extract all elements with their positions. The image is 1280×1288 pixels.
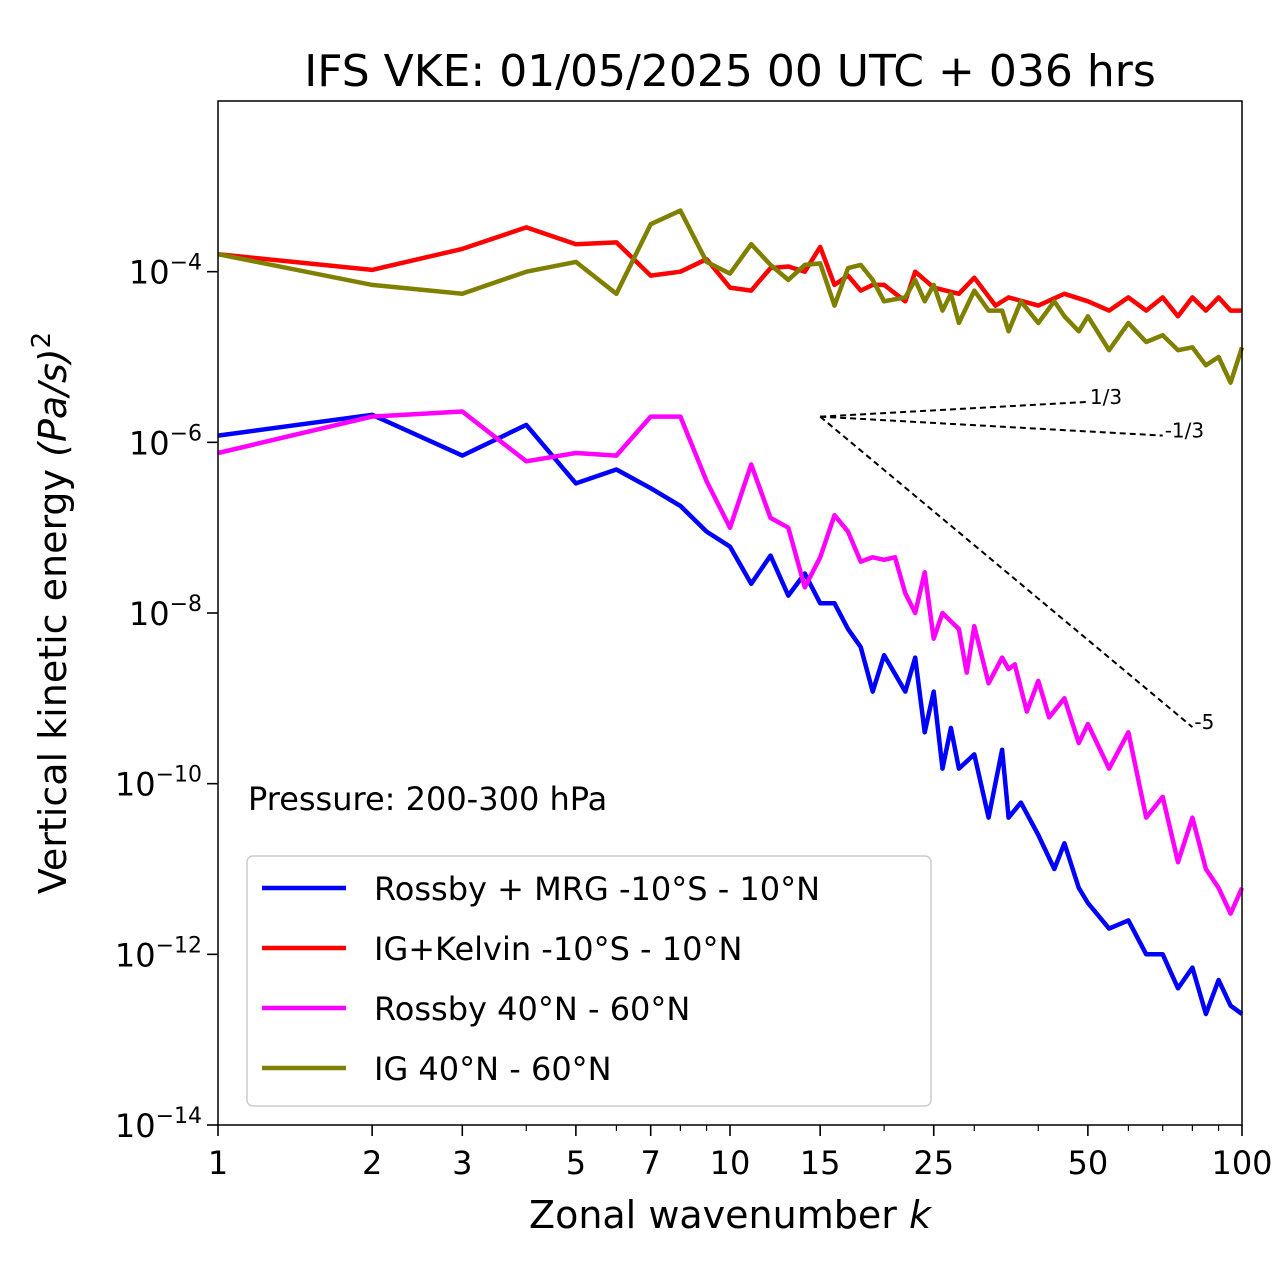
y-axis-label-exp: 2 [27,332,57,349]
reference-slope-layer: 1/3 -1/3 -5 [819,385,1214,734]
x-axis-label-var: k [909,1193,933,1237]
legend-items: Rossby + MRG -10°S - 10°N IG+Kelvin -10°S… [262,870,820,1088]
x-tick-label: 3 [452,1144,472,1182]
y-tick-label: 10−6 [129,421,202,462]
x-axis-label-text: Zonal wavenumber [529,1193,897,1237]
x-axis-ticks: 1 2 3 5 7 10 15 25 50 100 [208,1125,1273,1182]
y-tick-label: 10−10 [115,763,202,804]
reference-slope-1-3 [820,400,1088,418]
series-line-ig-40-n-60-n [217,208,1245,385]
series-line-ig-kelvin-10-s-10-n [217,225,1242,319]
legend-label: IG 40°N - 60°N [374,1050,612,1088]
pressure-annotation: Pressure: 200-300 hPa [248,780,607,818]
x-tick-label: 100 [1211,1144,1272,1182]
x-tick-label: 50 [1068,1144,1109,1182]
y-tick-label: 10−8 [129,592,202,633]
legend-label: IG+Kelvin -10°S - 10°N [374,930,742,968]
legend: Rossby + MRG -10°S - 10°N IG+Kelvin -10°S… [246,855,932,1107]
legend-frame [246,855,932,1107]
reference-slope-label: 1/3 [1090,385,1122,409]
reference-slope-1-3 [820,415,1163,437]
x-tick-label: 25 [913,1144,954,1182]
reference-slope-label: -1/3 [1165,419,1204,443]
y-axis-ticks: 10−4 10−6 10−8 10−10 10−12 10−14 [115,251,218,1145]
x-tick-label: 2 [362,1144,382,1182]
y-tick-label: 10−4 [129,251,202,292]
reference-slope-5 [819,415,1194,728]
chart-title: IFS VKE: 01/05/2025 00 UTC + 036 hrs [304,46,1156,97]
y-axis-label-units: (Pa/s) [31,348,75,456]
legend-label: Rossby + MRG -10°S - 10°N [374,870,820,908]
y-axis-label: Vertical kinetic energy (Pa/s)2 [27,332,75,894]
legend-label: Rossby 40°N - 60°N [374,990,690,1028]
x-tick-label: 10 [710,1144,751,1182]
x-tick-label: 7 [641,1144,661,1182]
series-line-rossby-mrg-10-s-10-n [217,412,1244,1017]
series-layer [217,208,1245,1017]
x-tick-label: 15 [800,1144,841,1182]
series-line-rossby-40-n-60-n [217,409,1245,916]
y-tick-label: 10−12 [115,933,202,974]
reference-slope-label: -5 [1194,710,1214,734]
y-axis-label-text: Vertical kinetic energy [31,469,75,894]
x-tick-label: 5 [566,1144,586,1182]
x-axis-label: Zonal wavenumber k [529,1193,933,1237]
y-tick-label: 10−14 [115,1104,202,1145]
x-tick-label: 1 [208,1144,228,1182]
